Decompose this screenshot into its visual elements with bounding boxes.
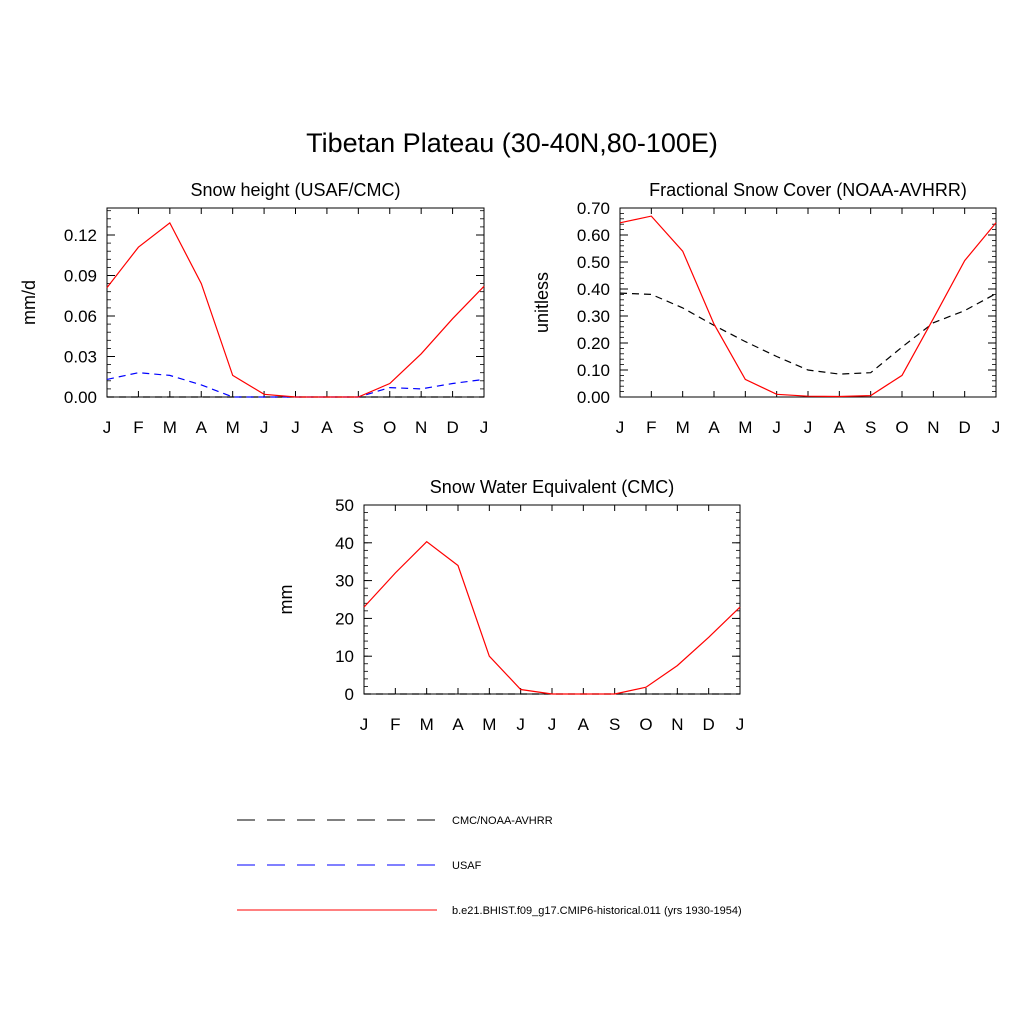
y-axis-label: unitless <box>532 272 552 333</box>
x-tick-label: S <box>609 715 620 734</box>
x-tick-label: J <box>616 418 625 437</box>
x-tick-label: A <box>196 418 208 437</box>
y-tick-label: 0.00 <box>577 388 610 407</box>
y-tick-label: 0.50 <box>577 253 610 272</box>
y-tick-label: 0.03 <box>64 348 97 367</box>
plot-frame <box>106 207 485 398</box>
x-tick-label: J <box>291 418 300 437</box>
x-tick-label: F <box>133 418 143 437</box>
x-tick-label: J <box>260 418 269 437</box>
x-tick-label: A <box>578 715 590 734</box>
x-tick-label: M <box>738 418 752 437</box>
x-tick-label: O <box>895 418 908 437</box>
y-tick-label: 0.30 <box>577 307 610 326</box>
legend-label: USAF <box>452 860 482 872</box>
x-tick-label: J <box>772 418 781 437</box>
x-tick-label: J <box>548 715 557 734</box>
x-tick-label: S <box>865 418 876 437</box>
y-axis-label: mm/d <box>19 280 39 325</box>
x-tick-label: M <box>226 418 240 437</box>
panel-title: Snow Water Equivalent (CMC) <box>430 477 674 497</box>
series-line <box>619 292 997 375</box>
y-tick-label: 10 <box>335 647 354 666</box>
y-tick-label: 0.00 <box>64 388 97 407</box>
x-tick-label: J <box>516 715 525 734</box>
x-tick-label: J <box>992 418 1001 437</box>
y-tick-label: 0.40 <box>577 280 610 299</box>
y-axis-label: mm <box>276 585 296 615</box>
x-tick-label: S <box>353 418 364 437</box>
y-tick-label: 0.12 <box>64 226 97 245</box>
x-tick-label: O <box>383 418 396 437</box>
x-tick-label: M <box>163 418 177 437</box>
x-tick-label: D <box>703 715 715 734</box>
y-tick-label: 0.06 <box>64 307 97 326</box>
x-tick-label: J <box>480 418 489 437</box>
y-tick-label: 0.20 <box>577 334 610 353</box>
x-tick-label: A <box>452 715 464 734</box>
x-tick-label: J <box>360 715 369 734</box>
x-tick-label: D <box>959 418 971 437</box>
series-line <box>106 221 485 398</box>
x-tick-label: N <box>415 418 427 437</box>
x-tick-label: J <box>736 715 745 734</box>
y-tick-label: 0.60 <box>577 226 610 245</box>
y-tick-label: 20 <box>335 609 354 628</box>
y-tick-label: 30 <box>335 572 354 591</box>
x-tick-label: N <box>927 418 939 437</box>
x-tick-label: A <box>708 418 720 437</box>
x-tick-label: M <box>676 418 690 437</box>
y-tick-label: 50 <box>335 496 354 515</box>
x-tick-label: F <box>390 715 400 734</box>
x-tick-label: M <box>420 715 434 734</box>
y-tick-label: 0.70 <box>577 199 610 218</box>
x-tick-label: D <box>446 418 458 437</box>
x-tick-label: F <box>646 418 656 437</box>
y-tick-label: 0.10 <box>577 361 610 380</box>
series-line <box>363 540 741 695</box>
legend-label: b.e21.BHIST.f09_g17.CMIP6-historical.011… <box>452 905 742 917</box>
x-tick-label: O <box>639 715 652 734</box>
y-tick-label: 40 <box>335 534 354 553</box>
figure-title: Tibetan Plateau (30-40N,80-100E) <box>306 128 718 158</box>
x-tick-label: J <box>804 418 813 437</box>
x-tick-label: A <box>321 418 333 437</box>
y-tick-label: 0.09 <box>64 267 97 286</box>
x-tick-label: N <box>671 715 683 734</box>
legend-label: CMC/NOAA-AVHRR <box>452 815 553 827</box>
plot-frame <box>363 504 741 695</box>
x-tick-label: A <box>834 418 846 437</box>
series-line <box>619 215 997 398</box>
panel-title: Fractional Snow Cover (NOAA-AVHRR) <box>649 180 967 200</box>
plot-frame <box>619 207 997 398</box>
x-tick-label: J <box>103 418 112 437</box>
y-tick-label: 0 <box>345 685 354 704</box>
panel-title: Snow height (USAF/CMC) <box>190 180 400 200</box>
x-tick-label: M <box>482 715 496 734</box>
